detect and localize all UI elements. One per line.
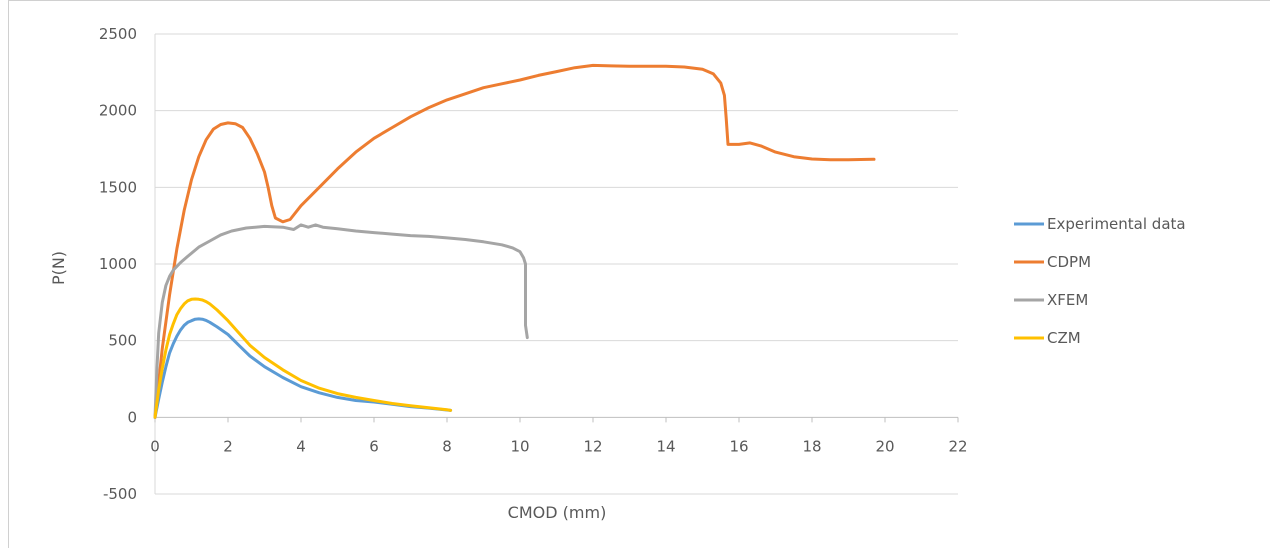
x-tick-label: 14 xyxy=(656,437,675,455)
x-tick-label: 16 xyxy=(729,437,748,455)
legend-label: CZM xyxy=(1047,329,1081,347)
x-tick-label: 2 xyxy=(223,437,233,455)
legend-label: XFEM xyxy=(1047,291,1088,309)
x-tick-label: 20 xyxy=(875,437,894,455)
legend: Experimental data CDPM XFEM CZM xyxy=(1014,215,1186,347)
y-tick-label: 1500 xyxy=(99,178,137,196)
series-lines xyxy=(153,63,876,419)
series-line-experimental-data xyxy=(153,317,453,419)
x-tick-label: 12 xyxy=(583,437,602,455)
x-axis-title: CMOD (mm) xyxy=(508,503,607,522)
x-tick-label: 18 xyxy=(802,437,821,455)
x-tick-label: 22 xyxy=(948,437,967,455)
series-line-czm xyxy=(153,297,453,419)
gridlines xyxy=(154,33,959,495)
y-axis-title: P(N) xyxy=(49,251,68,285)
x-tick-label: 4 xyxy=(296,437,306,455)
x-tick-label: 0 xyxy=(150,437,160,455)
y-tick-label: -500 xyxy=(103,485,137,503)
y-tick-label: 1000 xyxy=(99,255,137,273)
chart-frame xyxy=(8,0,1270,548)
series-line-cdpm xyxy=(153,63,876,419)
x-tick-label: 10 xyxy=(510,437,529,455)
y-tick-label: 2500 xyxy=(99,25,137,43)
y-tick-label: 500 xyxy=(108,332,137,350)
y-tick-labels: -500 0 500 1000 1500 2000 2500 xyxy=(99,25,137,503)
series-line-xfem xyxy=(153,223,529,419)
legend-label: Experimental data xyxy=(1047,215,1186,233)
y-tick-label: 2000 xyxy=(99,102,137,120)
y-tick-label: 0 xyxy=(127,408,137,426)
x-tick-label: 6 xyxy=(369,437,379,455)
x-tick-label: 8 xyxy=(442,437,452,455)
x-tick-labels: 0 2 4 6 8 10 12 14 16 18 20 22 xyxy=(150,437,967,455)
legend-label: CDPM xyxy=(1047,253,1091,271)
